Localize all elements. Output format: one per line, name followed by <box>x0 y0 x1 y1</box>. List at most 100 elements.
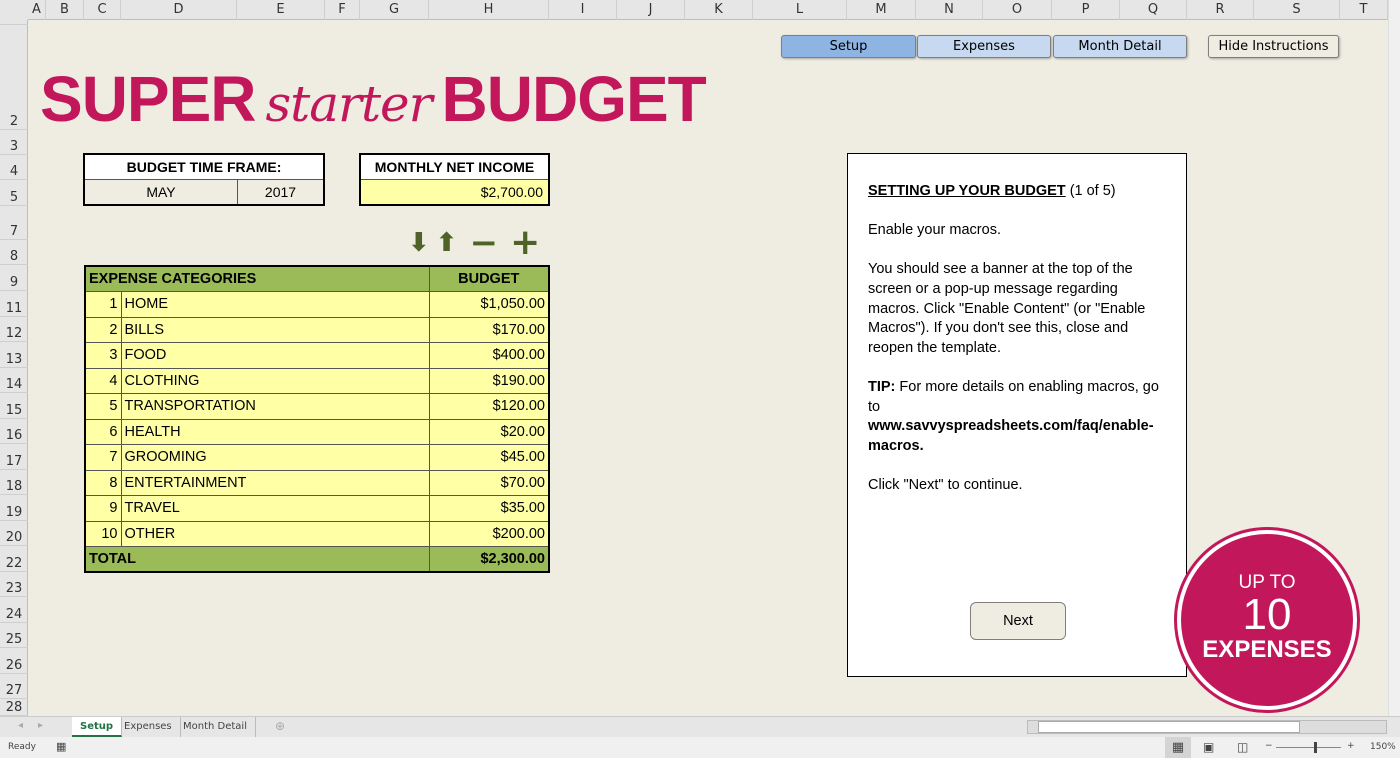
expense-budget[interactable]: $70.00 <box>428 469 550 496</box>
column-header[interactable]: G <box>360 0 429 20</box>
row-header[interactable]: 26 <box>0 648 28 674</box>
tab-scroll-left-icon[interactable]: ◂ <box>18 720 24 731</box>
page-layout-icon[interactable]: ▣ <box>1203 740 1215 754</box>
row-header[interactable]: 15 <box>0 393 28 419</box>
expense-budget[interactable]: $20.00 <box>428 418 550 445</box>
sheet-tab-expenses[interactable]: Expenses <box>116 717 181 737</box>
row-header[interactable]: 25 <box>0 623 28 649</box>
expense-name[interactable]: HEALTH <box>120 418 430 445</box>
row-header[interactable]: 8 <box>0 240 28 265</box>
add-row-icon[interactable]: + <box>510 222 541 263</box>
column-header[interactable]: F <box>325 0 360 20</box>
row-header[interactable]: 14 <box>0 368 28 393</box>
expense-budget[interactable]: $120.00 <box>428 393 550 420</box>
expense-row: 4 CLOTHING $190.00 <box>84 367 550 394</box>
badge-line1: UP TO <box>1238 572 1296 593</box>
month-cell[interactable]: MAY <box>85 180 238 204</box>
column-header[interactable]: T <box>1340 0 1388 20</box>
expense-budget[interactable]: $200.00 <box>428 520 550 547</box>
column-header[interactable]: M <box>847 0 916 20</box>
expense-name[interactable]: TRANSPORTATION <box>120 393 430 420</box>
expense-budget[interactable]: $35.00 <box>428 495 550 522</box>
expenses-button[interactable]: Expenses <box>917 35 1051 58</box>
next-button[interactable]: Next <box>970 602 1066 640</box>
column-header[interactable]: C <box>84 0 121 20</box>
row-header[interactable]: 12 <box>0 317 28 342</box>
expense-name[interactable]: GROOMING <box>120 444 430 471</box>
tip-link[interactable]: www.savvyspreadsheets.com/faq/enable-mac… <box>868 418 1154 454</box>
instructions-heading: SETTING UP YOUR BUDGET <box>868 183 1066 199</box>
expense-budget[interactable]: $45.00 <box>428 444 550 471</box>
column-header[interactable]: Q <box>1120 0 1187 20</box>
expense-name[interactable]: FOOD <box>120 342 430 369</box>
expense-name[interactable]: ENTERTAINMENT <box>120 469 430 496</box>
column-header[interactable]: J <box>617 0 685 20</box>
horizontal-scrollbar[interactable] <box>1027 720 1387 734</box>
row-header[interactable]: 3 <box>0 130 28 155</box>
income-value[interactable]: $2,700.00 <box>361 180 548 204</box>
vertical-scrollbar[interactable] <box>1388 0 1400 716</box>
row-header[interactable]: 9 <box>0 265 28 291</box>
zoom-level[interactable]: 150% <box>1370 742 1396 752</box>
zoom-slider[interactable] <box>1276 742 1341 753</box>
expense-name[interactable]: HOME <box>120 291 430 318</box>
row-header[interactable]: 16 <box>0 419 28 444</box>
expense-budget[interactable]: $1,050.00 <box>428 291 550 318</box>
row-header[interactable]: 2 <box>0 25 28 130</box>
expense-name[interactable]: OTHER <box>120 520 430 547</box>
sheet-tab-setup[interactable]: Setup <box>72 717 123 737</box>
expense-budget[interactable]: $190.00 <box>428 367 550 394</box>
move-up-icon[interactable]: ⬆ <box>435 228 458 258</box>
sheet-tab-month-detail[interactable]: Month Detail <box>175 717 256 737</box>
row-header[interactable]: 19 <box>0 495 28 521</box>
expense-name[interactable]: CLOTHING <box>120 367 430 394</box>
column-header[interactable]: B <box>46 0 84 20</box>
year-cell[interactable]: 2017 <box>264 184 297 200</box>
column-header[interactable]: O <box>983 0 1052 20</box>
scroll-thumb[interactable] <box>1038 721 1300 733</box>
row-header[interactable]: 5 <box>0 180 28 206</box>
row-header[interactable]: 13 <box>0 342 28 368</box>
row-header[interactable]: 4 <box>0 155 28 180</box>
zoom-out-icon[interactable]: − <box>1265 741 1273 751</box>
column-header[interactable]: H <box>429 0 549 20</box>
zoom-slider-handle[interactable] <box>1314 742 1317 753</box>
remove-row-icon[interactable]: − <box>469 223 499 263</box>
column-header[interactable]: R <box>1187 0 1254 20</box>
row-header[interactable]: 27 <box>0 674 28 700</box>
row-headers: 1234578911121314151617181920222324252627… <box>0 9 28 716</box>
row-header[interactable]: 17 <box>0 444 28 470</box>
row-header[interactable]: 23 <box>0 572 28 597</box>
column-header[interactable]: A <box>28 0 46 20</box>
row-header[interactable]: 22 <box>0 546 28 572</box>
expense-name[interactable]: TRAVEL <box>120 495 430 522</box>
hide-instructions-button[interactable]: Hide Instructions <box>1208 35 1339 58</box>
row-header[interactable]: 7 <box>0 215 28 240</box>
select-all-corner[interactable] <box>0 0 28 20</box>
zoom-in-icon[interactable]: + <box>1347 741 1355 751</box>
normal-view-icon[interactable]: ▦ <box>1165 737 1191 758</box>
expense-budget[interactable]: $400.00 <box>428 342 550 369</box>
expense-name[interactable]: BILLS <box>120 316 430 343</box>
month-detail-button[interactable]: Month Detail <box>1053 35 1187 58</box>
row-header[interactable]: 18 <box>0 470 28 495</box>
column-header[interactable]: P <box>1052 0 1120 20</box>
row-header[interactable]: 24 <box>0 597 28 623</box>
expense-budget[interactable]: $170.00 <box>428 316 550 343</box>
column-header[interactable]: S <box>1254 0 1340 20</box>
column-header[interactable]: E <box>237 0 325 20</box>
tab-scroll-right-icon[interactable]: ▸ <box>38 720 44 731</box>
row-header[interactable]: 20 <box>0 521 28 546</box>
add-sheet-icon[interactable]: ⊕ <box>275 719 286 733</box>
row-header[interactable]: 11 <box>0 291 28 317</box>
column-header[interactable]: K <box>685 0 753 20</box>
row-header[interactable]: 28 <box>0 699 28 716</box>
column-header[interactable]: N <box>916 0 983 20</box>
move-down-icon[interactable]: ⬇ <box>408 228 430 258</box>
column-header[interactable]: L <box>753 0 847 20</box>
column-header[interactable]: I <box>549 0 617 20</box>
setup-button[interactable]: Setup <box>781 35 916 58</box>
page-break-icon[interactable]: ◫ <box>1237 740 1249 754</box>
column-header[interactable]: D <box>121 0 237 20</box>
